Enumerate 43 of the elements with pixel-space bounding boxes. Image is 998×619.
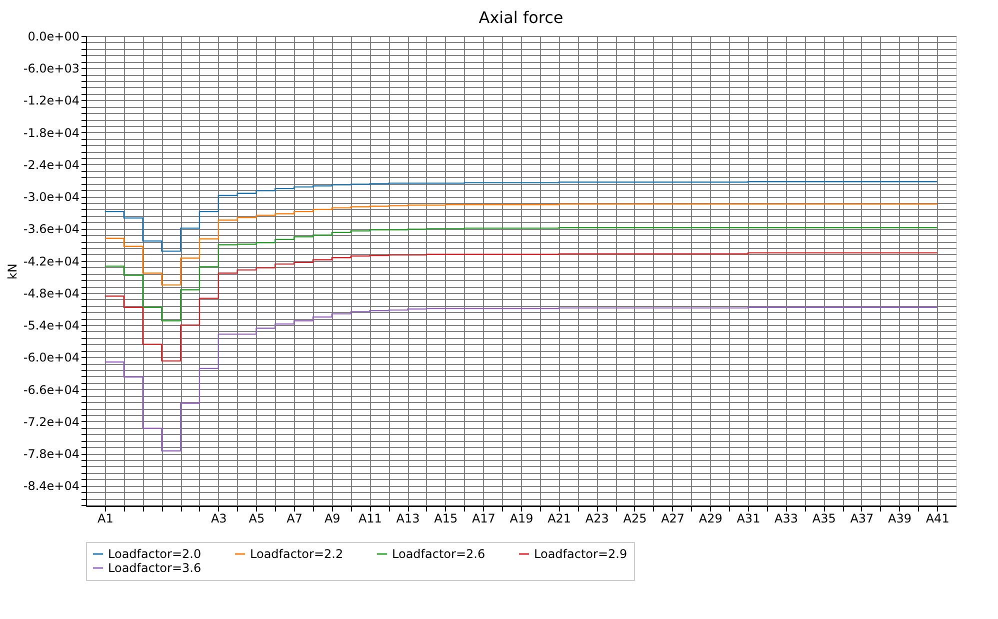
y-tick-label: -4.2e+04: [23, 254, 80, 268]
x-tick-label: A5: [248, 512, 265, 526]
x-tick-label: A3: [210, 512, 227, 526]
x-tick-label: A29: [698, 512, 722, 526]
y-tick-label: -3.6e+04: [23, 222, 80, 236]
legend-label: Loadfactor=2.9: [534, 547, 628, 561]
x-tick-label: A35: [812, 512, 836, 526]
legend-label: Loadfactor=2.0: [108, 547, 202, 561]
y-tick-label: -7.2e+04: [23, 414, 80, 429]
y-tick-label: -2.4e+04: [23, 158, 80, 172]
chart-title: Axial force: [478, 8, 564, 27]
y-tick-label: -8.4e+04: [23, 479, 80, 494]
x-tick-label: A17: [472, 512, 496, 526]
x-tick-label: A37: [850, 512, 874, 526]
y-tick-label: -6.0e+03: [23, 62, 80, 76]
x-tick-label: A25: [623, 512, 647, 526]
x-tick-label: A33: [774, 512, 798, 526]
x-tick-label: A15: [434, 512, 458, 526]
y-tick-label: 0.0e+00: [28, 30, 80, 44]
x-tick-label: A23: [585, 512, 609, 526]
y-tick-label: -6.6e+04: [23, 382, 80, 397]
legend-label: Loadfactor=2.2: [250, 547, 344, 561]
x-tick-label: A41: [926, 512, 950, 526]
y-tick-label: -5.4e+04: [23, 318, 80, 333]
y-tick-label: -4.8e+04: [23, 286, 80, 300]
y-tick-label: -1.8e+04: [23, 126, 80, 140]
y-tick-label: -1.2e+04: [23, 94, 80, 108]
x-tick-label: A39: [888, 512, 912, 526]
x-tick-label: A19: [510, 512, 534, 526]
x-tick-label: A11: [358, 512, 382, 526]
legend-label: Loadfactor=3.6: [108, 561, 202, 575]
x-tick-label: A1: [97, 512, 114, 526]
x-tick-label: A31: [736, 512, 760, 526]
x-tick-label: A7: [286, 512, 302, 526]
x-tick-label: A21: [548, 512, 572, 526]
y-tick-label: -3.0e+04: [23, 190, 80, 204]
y-tick-label: -7.8e+04: [23, 447, 80, 462]
y-axis-title: kN: [5, 264, 20, 280]
x-tick-label: A13: [396, 512, 420, 526]
x-tick-label: A9: [324, 512, 340, 526]
x-tick-label: A27: [661, 512, 685, 526]
legend-label: Loadfactor=2.6: [392, 547, 486, 561]
y-tick-label: -6.0e+04: [23, 350, 80, 365]
